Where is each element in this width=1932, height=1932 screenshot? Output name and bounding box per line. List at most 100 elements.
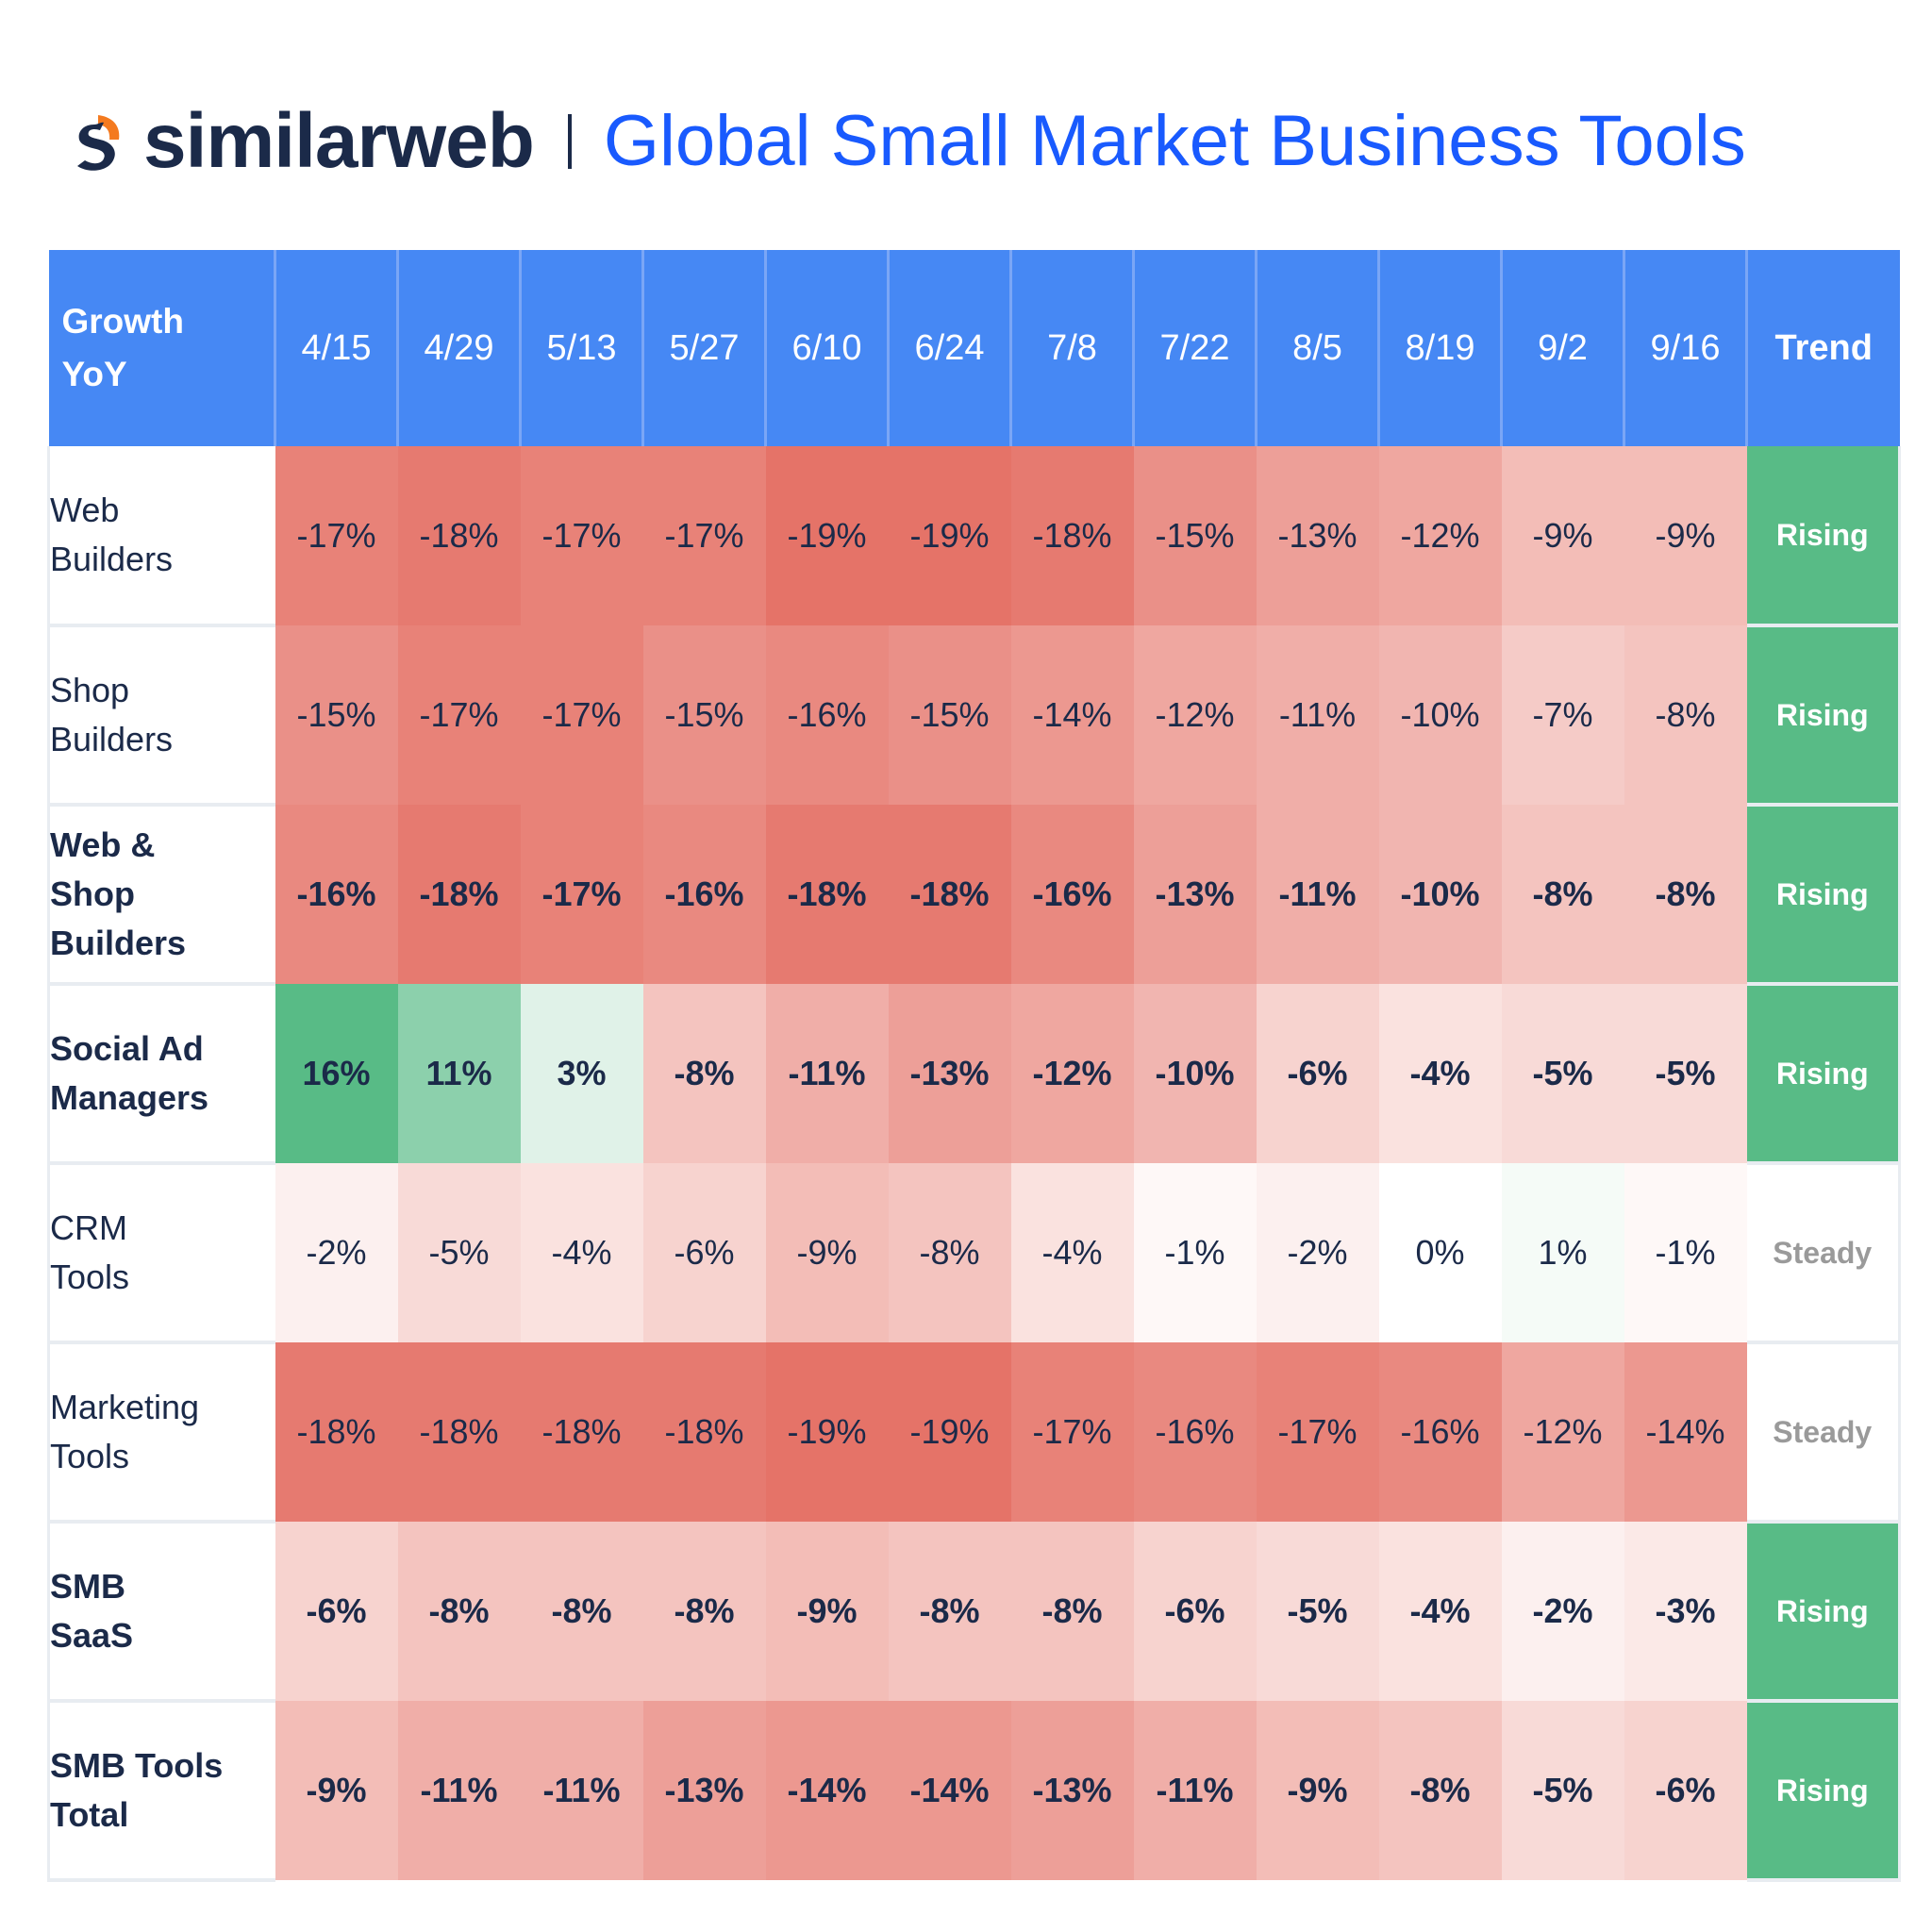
heatmap-cell: -1% xyxy=(1133,1163,1257,1342)
row-label: Web & Shop Builders xyxy=(47,805,275,986)
column-header: 5/13 xyxy=(520,250,644,446)
heatmap-cell: -11% xyxy=(397,1701,521,1880)
trend-cell: Rising xyxy=(1746,805,1901,986)
heatmap-cell: -5% xyxy=(397,1163,521,1342)
row-label: Web Builders xyxy=(47,446,275,627)
heatmap-cell: -4% xyxy=(520,1163,643,1342)
row-label-line: Total xyxy=(50,1795,129,1834)
heatmap-cell: -4% xyxy=(1378,1522,1502,1701)
heatmap-cell: 16% xyxy=(275,984,398,1163)
heatmap-cell: -9% xyxy=(1624,446,1747,625)
heatmap-cell: -8% xyxy=(642,1522,766,1701)
heatmap-cell: -16% xyxy=(1378,1342,1502,1522)
heatmap-cell: -18% xyxy=(888,805,1011,984)
heatmap-cell: -18% xyxy=(397,446,521,625)
heatmap-cell: -17% xyxy=(520,625,643,805)
similarweb-logo-icon xyxy=(77,115,120,171)
header: similarweb Global Small Market Business … xyxy=(66,94,1746,189)
heatmap-cell: -18% xyxy=(397,1342,521,1522)
heatmap-cell: -2% xyxy=(275,1163,398,1342)
heatmap-cell: -9% xyxy=(275,1701,398,1880)
trend-cell: Rising xyxy=(1746,984,1901,1165)
heatmap-cell: -18% xyxy=(275,1342,398,1522)
table-row: Web & Shop Builders -16% -18% -17% -16% -18% -18… xyxy=(47,805,1901,986)
column-header: 8/5 xyxy=(1256,250,1380,446)
table-row: Social Ad Managers 16% 11% 3% -8% -11% -13% -12%… xyxy=(47,984,1901,1165)
row-label-line: CRM xyxy=(50,1208,127,1247)
heatmap-cell: -15% xyxy=(888,625,1011,805)
heatmap-cell: -6% xyxy=(1133,1522,1257,1701)
header-row: Growth YoY 4/15 4/29 5/13 5/27 6/10 6/24 7/8 7/… xyxy=(48,250,1900,446)
row-label-line: Web xyxy=(50,491,120,529)
heatmap-cell: -8% xyxy=(1624,805,1747,984)
heatmap-cell: -17% xyxy=(1010,1342,1134,1522)
header-divider xyxy=(567,114,572,169)
heatmap-cell: -13% xyxy=(1133,805,1257,984)
row-label-line: Builders xyxy=(50,720,174,758)
heatmap-cell: -14% xyxy=(1624,1342,1747,1522)
row-label: Social Ad Managers xyxy=(47,984,275,1165)
heatmap-cell: -18% xyxy=(1010,446,1134,625)
heatmap-cell: -5% xyxy=(1501,984,1624,1163)
heatmap-cell: -8% xyxy=(520,1522,643,1701)
brand-wordmark: similarweb xyxy=(143,98,535,184)
column-header: 4/29 xyxy=(397,250,522,446)
heatmap-cell: -2% xyxy=(1501,1522,1624,1701)
row-label-line: Social Ad xyxy=(50,1029,204,1068)
heatmap-cell: -18% xyxy=(642,1342,766,1522)
heatmap-cell: -14% xyxy=(765,1701,889,1880)
heatmap-cell: -1% xyxy=(1624,1163,1747,1342)
corner-header-line: Growth xyxy=(61,302,184,341)
column-header: 9/16 xyxy=(1624,250,1748,446)
heatmap-cell: -8% xyxy=(1378,1701,1502,1880)
heatmap-cell: -6% xyxy=(642,1163,766,1342)
heatmap-cell: -16% xyxy=(765,625,889,805)
row-label-line: Tools xyxy=(50,1257,130,1296)
row-label-line: SMB Tools xyxy=(50,1746,224,1785)
growth-heatmap-table: Growth YoY 4/15 4/29 5/13 5/27 6/10 6/24 7/8 7/… xyxy=(47,250,1901,1882)
heatmap-cell: -4% xyxy=(1378,984,1502,1163)
row-label-line: Tools xyxy=(50,1437,130,1475)
heatmap-cell: -2% xyxy=(1256,1163,1379,1342)
heatmap-cell: -18% xyxy=(520,1342,643,1522)
heatmap-cell: -15% xyxy=(642,625,766,805)
heatmap-cell: -9% xyxy=(1256,1701,1379,1880)
row-label: SMB SaaS xyxy=(47,1522,275,1703)
heatmap-cell: -16% xyxy=(1133,1342,1257,1522)
column-header: 5/27 xyxy=(642,250,767,446)
heatmap-cell: -12% xyxy=(1010,984,1134,1163)
table-row: Shop Builders -15% -17% -17% -15% -16% -15% -14%… xyxy=(47,625,1901,807)
heatmap-cell: -13% xyxy=(888,984,1011,1163)
heatmap-cell: -10% xyxy=(1378,625,1502,805)
row-label: Marketing Tools xyxy=(47,1342,275,1524)
heatmap-cell: -18% xyxy=(765,805,889,984)
row-label: Shop Builders xyxy=(47,625,275,807)
table-row: Marketing Tools -18% -18% -18% -18% -19% -19% -1… xyxy=(47,1342,1901,1524)
column-header: 9/2 xyxy=(1501,250,1625,446)
heatmap-cell: -13% xyxy=(1010,1701,1134,1880)
heatmap-cell: 1% xyxy=(1501,1163,1624,1342)
heatmap-cell: -5% xyxy=(1501,1701,1624,1880)
row-label: CRM Tools xyxy=(47,1163,275,1344)
trend-cell: Rising xyxy=(1746,446,1901,627)
table-body: Web Builders -17% -18% -17% -17% -19% -19% -18% -… xyxy=(47,446,1901,1882)
heatmap-cell: -11% xyxy=(1256,805,1379,984)
row-label-line: Web & xyxy=(50,825,156,864)
heatmap-cell: -8% xyxy=(888,1522,1011,1701)
trend-cell: Steady xyxy=(1746,1342,1901,1524)
heatmap-cell: -17% xyxy=(275,446,398,625)
heatmap-cell: -10% xyxy=(1133,984,1257,1163)
heatmap-cell: -8% xyxy=(888,1163,1011,1342)
heatmap-cell: -12% xyxy=(1133,625,1257,805)
column-header: 7/22 xyxy=(1133,250,1257,446)
heatmap-cell: -17% xyxy=(397,625,521,805)
heatmap-cell: -17% xyxy=(520,446,643,625)
heatmap-cell: -17% xyxy=(520,805,643,984)
heatmap-cell: 0% xyxy=(1378,1163,1502,1342)
heatmap-cell: -6% xyxy=(1624,1701,1747,1880)
trend-cell: Rising xyxy=(1746,1701,1901,1882)
heatmap-cell: -8% xyxy=(1010,1522,1134,1701)
table-row: SMB SaaS -6% -8% -8% -8% -9% -8% -8% -6% -5% -4% -2%… xyxy=(47,1522,1901,1703)
row-label-line: Shop xyxy=(50,671,130,709)
row-label-line: SMB xyxy=(50,1567,125,1606)
